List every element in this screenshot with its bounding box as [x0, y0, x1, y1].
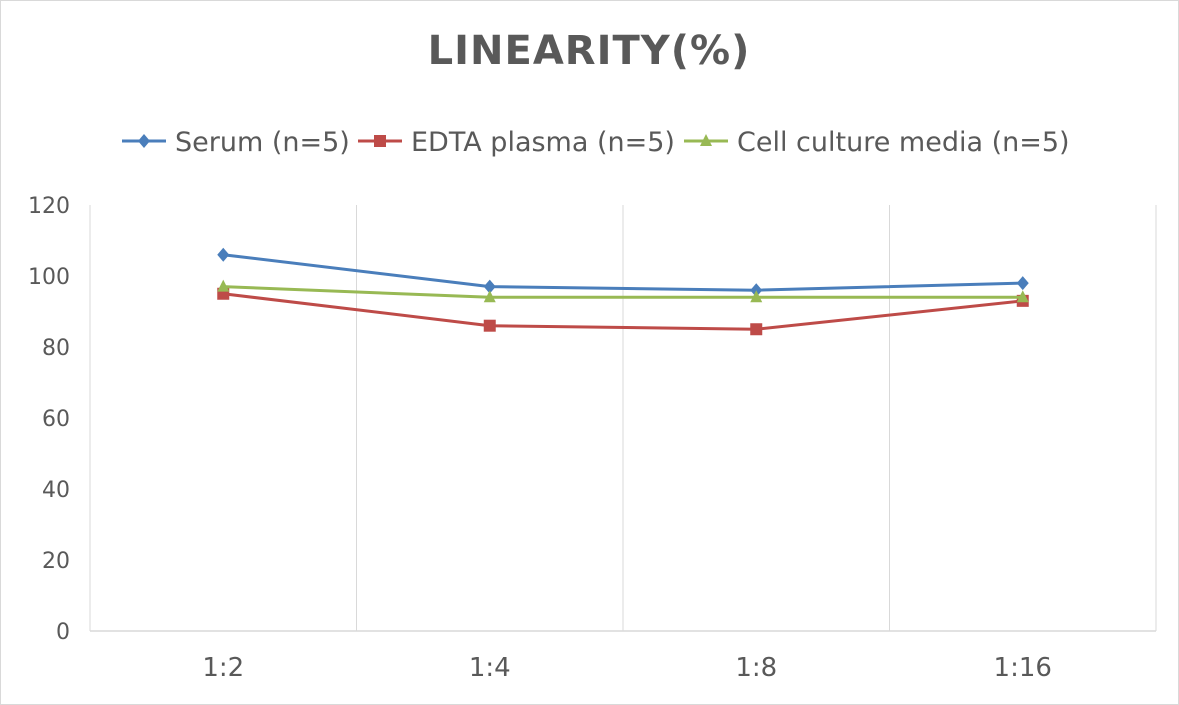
data-point: [1016, 290, 1029, 303]
series-line: [223, 285, 1023, 299]
data-point: [483, 279, 496, 294]
series-line: [223, 292, 1023, 331]
y-tick-label: 20: [42, 549, 70, 574]
legend-label: Cell culture media (n=5): [737, 127, 1070, 158]
legend-label: Serum (n=5): [175, 127, 350, 158]
y-tick-label: 80: [42, 336, 70, 361]
data-point: [750, 283, 763, 298]
data-point: [750, 290, 763, 303]
legend-marker: [700, 134, 712, 146]
series-group: [217, 247, 1029, 336]
y-tick-label: 120: [28, 194, 70, 219]
gridlines: [89, 205, 1157, 632]
series-2: [217, 279, 1029, 303]
data-point: [1016, 276, 1029, 291]
data-point: [750, 323, 763, 336]
x-tick-label: 1:4: [469, 653, 511, 683]
y-axis: 0 20 40 60 80 100 120: [28, 194, 70, 645]
legend-label: EDTA plasma (n=5): [411, 127, 675, 158]
legend-marker: [374, 135, 386, 147]
legend-marker: [138, 134, 150, 148]
x-axis: 1:2 1:4 1:8 1:16: [202, 653, 1052, 683]
y-tick-label: 100: [28, 265, 70, 290]
legend: Serum (n=5) EDTA plasma (n=5) Cell culture…: [122, 127, 1070, 158]
x-tick-label: 1:8: [735, 653, 777, 683]
chart-title: LINEARITY(%): [428, 28, 751, 74]
legend-item: EDTA plasma (n=5): [358, 127, 675, 158]
y-tick-label: 40: [42, 478, 70, 503]
x-tick-label: 1:16: [994, 653, 1052, 683]
data-point: [483, 319, 496, 332]
legend-item: Cell culture media (n=5): [684, 127, 1070, 158]
series-line: [223, 253, 1023, 292]
data-point: [217, 279, 230, 292]
data-point: [217, 247, 230, 262]
series-0: [217, 247, 1029, 298]
legend-item: Serum (n=5): [122, 127, 350, 158]
y-tick-label: 60: [42, 407, 70, 432]
y-tick-label: 0: [56, 620, 70, 645]
x-tick-label: 1:2: [202, 653, 244, 683]
data-point: [483, 290, 496, 303]
